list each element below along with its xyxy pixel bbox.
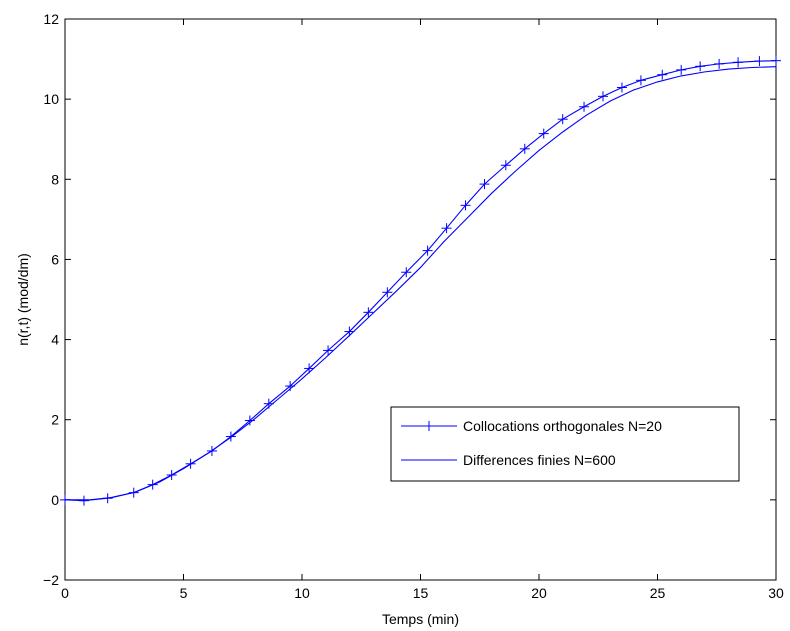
y-tick-label: −2 (43, 572, 59, 588)
y-tick-label: 12 (43, 11, 59, 27)
data-point (382, 287, 393, 298)
data-point (401, 267, 412, 278)
data-point (754, 56, 765, 67)
x-axis-label: Temps (min) (382, 611, 459, 627)
data-point (635, 75, 646, 86)
data-point (422, 245, 433, 256)
legend: Collocations orthogonales N=20 Difference… (390, 406, 740, 482)
data-point (363, 307, 374, 318)
series-line (65, 66, 777, 501)
data-point (323, 345, 334, 356)
data-point (460, 200, 471, 211)
data-point (733, 57, 744, 68)
data-point (519, 143, 530, 154)
series-layer (60, 55, 781, 506)
x-tick-label: 5 (180, 585, 188, 601)
data-point (657, 69, 668, 80)
plot-area (64, 18, 777, 581)
legend-marker (424, 421, 434, 431)
x-tick-label: 30 (768, 585, 784, 601)
x-tick-label: 25 (650, 585, 666, 601)
legend-entry: Collocations orthogonales N=20 (401, 418, 662, 434)
data-point (597, 91, 608, 102)
data-point (538, 128, 549, 139)
data-point (579, 101, 590, 112)
series-2 (65, 66, 777, 501)
x-tick-label: 10 (294, 585, 310, 601)
data-point (225, 431, 236, 442)
data-point (78, 495, 89, 506)
data-point (479, 179, 490, 190)
x-tick-label: 0 (61, 585, 69, 601)
x-tick-label: 20 (531, 585, 547, 601)
data-point (500, 160, 511, 171)
data-point (695, 61, 706, 72)
x-tick-label: 15 (413, 585, 429, 601)
data-point (714, 58, 725, 69)
legend-label: Differences finies N=600 (463, 452, 616, 468)
data-point (676, 64, 687, 75)
data-point (441, 223, 452, 234)
legend-entry: Differences finies N=600 (401, 452, 616, 468)
y-tick-label: 6 (51, 251, 59, 267)
legend-box (390, 406, 740, 482)
y-tick-label: 8 (51, 171, 59, 187)
y-tick-label: 10 (43, 91, 59, 107)
y-tick-label: 4 (51, 332, 59, 348)
y-tick-label: 2 (51, 412, 59, 428)
data-point (771, 55, 781, 66)
data-point (616, 82, 627, 93)
legend-label: Collocations orthogonales N=20 (463, 418, 662, 434)
y-axis-label: n(r,t) (mod/dm) (15, 253, 31, 346)
data-point (557, 114, 568, 125)
y-tick-label: 0 (51, 492, 59, 508)
